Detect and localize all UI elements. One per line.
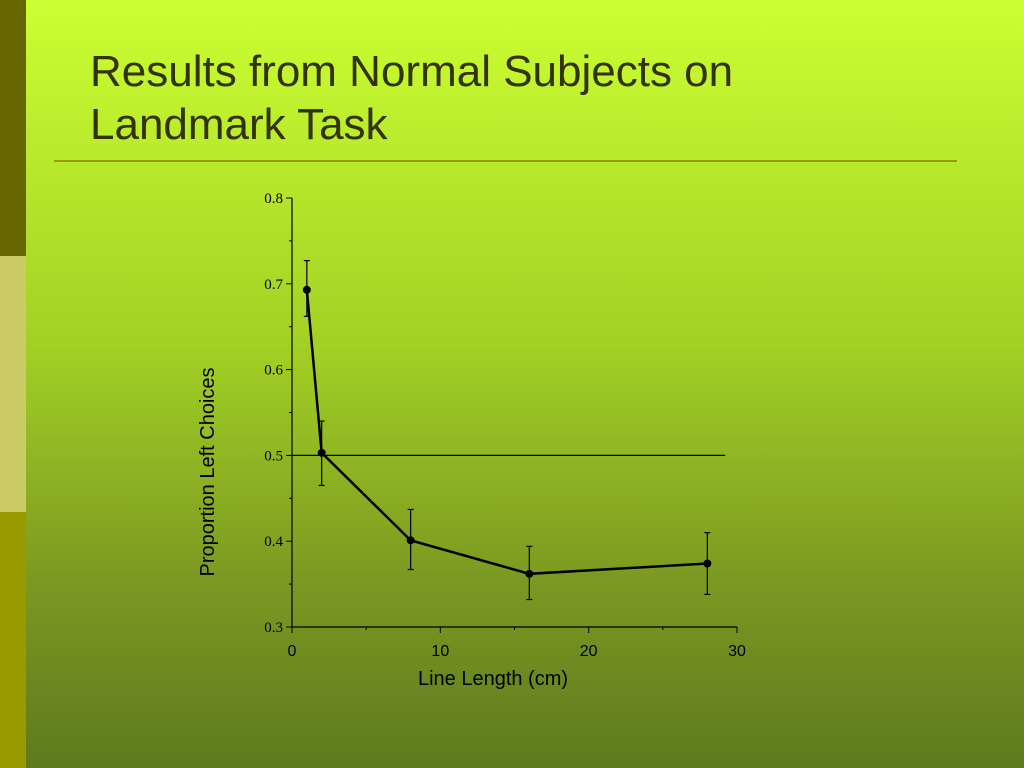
y-tick-label: 0.7 <box>264 277 283 293</box>
data-points <box>302 285 712 578</box>
y-tick-label: 0.4 <box>264 534 283 550</box>
y-tick-label: 0.3 <box>264 620 283 636</box>
data-point <box>302 285 311 294</box>
title-divider <box>54 160 957 162</box>
data-point <box>406 536 415 545</box>
y-tick-label: 0.6 <box>264 363 283 379</box>
data-point <box>703 559 712 568</box>
x-tick-label: 0 <box>288 643 297 660</box>
x-tick-label: 20 <box>580 643 598 660</box>
chart-ticks: 0.3 0.4 0.5 0.6 0.7 0.8 0 10 20 30 <box>264 191 746 660</box>
left-accent-bar-bottom <box>0 512 26 768</box>
left-accent-bar-top <box>0 0 26 256</box>
y-tick-label: 0.5 <box>264 448 283 464</box>
y-tick-label: 0.8 <box>264 191 283 207</box>
chart-axes <box>291 198 737 628</box>
error-bars <box>303 260 711 601</box>
x-tick-label: 30 <box>728 643 746 660</box>
series-line <box>305 289 708 576</box>
slide-title: Results from Normal Subjects on Landmark … <box>90 46 950 152</box>
data-point <box>317 448 326 457</box>
series-line-group <box>305 289 708 576</box>
left-accent-bar-middle <box>0 256 26 512</box>
y-axis-label: Proportion Left Choices <box>197 367 219 576</box>
x-tick-label: 10 <box>431 643 449 660</box>
data-point <box>525 569 534 578</box>
x-axis-label: Line Length (cm) <box>418 668 568 690</box>
slide-title-line-1: Results from Normal Subjects on <box>90 47 734 96</box>
slide-title-line-2: Landmark Task <box>90 99 388 149</box>
